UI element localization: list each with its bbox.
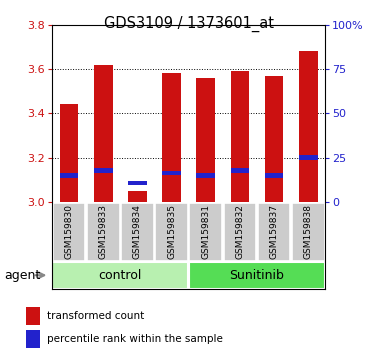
Bar	[27, 330, 40, 348]
Bar	[60, 173, 79, 178]
Text: transformed count: transformed count	[47, 311, 144, 321]
Bar	[94, 64, 113, 202]
Text: GSM159832: GSM159832	[235, 204, 244, 259]
Text: percentile rank within the sample: percentile rank within the sample	[47, 334, 223, 344]
Text: agent: agent	[4, 269, 40, 282]
Bar	[264, 173, 283, 178]
Text: GSM159835: GSM159835	[167, 204, 176, 259]
Text: Sunitinib: Sunitinib	[229, 269, 285, 282]
Bar	[264, 76, 283, 202]
Bar	[231, 71, 249, 202]
Bar	[231, 169, 249, 173]
FancyBboxPatch shape	[155, 203, 188, 261]
Bar	[162, 171, 181, 176]
FancyBboxPatch shape	[53, 203, 85, 261]
FancyBboxPatch shape	[258, 203, 290, 261]
Bar	[299, 155, 318, 160]
Bar	[162, 73, 181, 202]
Text: GSM159833: GSM159833	[99, 204, 108, 259]
Bar	[128, 181, 147, 185]
FancyBboxPatch shape	[292, 203, 325, 261]
Bar	[27, 307, 40, 325]
FancyBboxPatch shape	[189, 203, 222, 261]
Bar	[128, 191, 147, 202]
Bar	[60, 104, 79, 202]
Text: GSM159830: GSM159830	[65, 204, 74, 259]
FancyBboxPatch shape	[224, 203, 256, 261]
Text: GSM159834: GSM159834	[133, 204, 142, 259]
Bar	[94, 169, 113, 173]
Text: control: control	[99, 269, 142, 282]
Text: GSM159831: GSM159831	[201, 204, 210, 259]
Text: GSM159838: GSM159838	[304, 204, 313, 259]
FancyBboxPatch shape	[52, 262, 188, 289]
Bar	[196, 78, 215, 202]
Text: GDS3109 / 1373601_at: GDS3109 / 1373601_at	[104, 16, 274, 32]
FancyBboxPatch shape	[121, 203, 154, 261]
Bar	[196, 173, 215, 178]
Bar	[299, 51, 318, 202]
FancyBboxPatch shape	[87, 203, 120, 261]
Text: GSM159837: GSM159837	[270, 204, 279, 259]
FancyBboxPatch shape	[189, 262, 325, 289]
